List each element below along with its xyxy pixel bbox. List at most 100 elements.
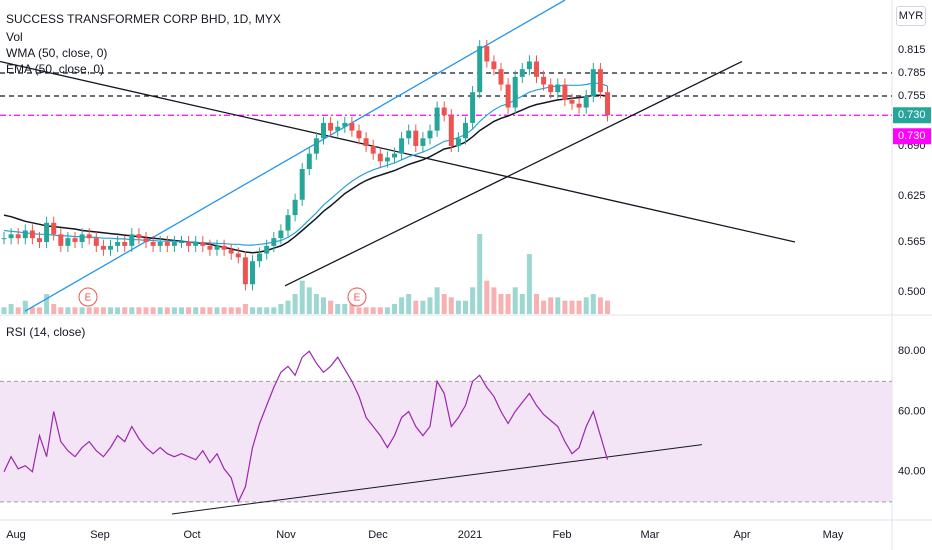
candle-body (370, 145, 376, 154)
volume-bar (356, 307, 362, 314)
volume-bar (512, 287, 518, 314)
candle-body (200, 242, 206, 246)
volume-bar (463, 300, 468, 314)
price-label-text: 0.730 (898, 109, 926, 121)
volume-bar (576, 300, 582, 314)
candle-body (100, 245, 106, 250)
volume-bar (406, 294, 412, 314)
candle-body (37, 238, 42, 243)
volume-bar (434, 287, 440, 314)
candle-body (605, 92, 610, 116)
candle-body (72, 238, 78, 243)
candle-body (321, 122, 326, 139)
candle-body (448, 115, 454, 146)
volume-bar (186, 307, 192, 314)
currency-badge[interactable]: MYR (896, 6, 926, 26)
candle-body (171, 242, 177, 246)
volume-bar (29, 307, 35, 314)
price-axis-tick: 0.815 (898, 44, 926, 56)
volume-bar (498, 294, 504, 314)
candle-body (157, 242, 163, 246)
candle-body (65, 238, 71, 246)
candle-body (576, 103, 582, 108)
candle-body (420, 138, 426, 146)
rsi-axis-tick: 60.00 (898, 405, 926, 417)
volume-bar (526, 254, 532, 314)
trendline-down (0, 60, 796, 243)
volume-bar (377, 307, 383, 314)
candle-body (278, 230, 284, 239)
candle-body (250, 261, 255, 285)
volume-bar (299, 280, 305, 314)
candle-body (58, 234, 64, 246)
time-axis-tick: Mar (641, 529, 660, 541)
candle-body (299, 169, 305, 200)
earnings-marker-icon (78, 287, 98, 307)
rsi-panel-label: RSI (14, close) (6, 325, 86, 339)
volume-bar (129, 307, 135, 314)
wma-line (3, 94, 608, 254)
volume-bar (491, 287, 497, 314)
candle-body (136, 234, 142, 239)
candle-body (15, 234, 21, 239)
candle-body (8, 234, 14, 239)
candle-body (342, 122, 348, 127)
volume-bar (171, 307, 177, 314)
volume-bar (72, 307, 78, 314)
time-axis-tick: Feb (553, 529, 572, 541)
candle-body (115, 242, 121, 246)
price-axis-tick: 0.565 (898, 236, 926, 248)
volume-bar (278, 304, 284, 314)
volume-bar (164, 307, 170, 314)
rsi-line (3, 350, 609, 504)
rsi-axis-tick: 40.00 (898, 466, 926, 478)
candle-body (434, 107, 440, 131)
candle-body (505, 84, 511, 108)
candle-body (441, 107, 447, 116)
volume-bar (93, 307, 99, 314)
volume-bar (335, 304, 341, 314)
rsi-trendline (171, 444, 703, 515)
candle-body (221, 245, 227, 250)
candle-body (427, 130, 433, 139)
time-axis-tick: Aug (6, 529, 26, 541)
price-axis-tick: 0.500 (898, 286, 926, 298)
volume-bar (22, 300, 28, 314)
price-label-badge (893, 64, 931, 81)
candle-body (86, 234, 92, 239)
study-vol-label: Vol (6, 30, 23, 44)
candle-body (29, 230, 35, 239)
volume-bar (100, 307, 106, 314)
price-axis-tick: 0.625 (898, 190, 926, 202)
volume-bar (427, 297, 433, 314)
candle-body (179, 242, 184, 244)
volume-bar (583, 297, 589, 314)
time-axis-tick: Oct (183, 529, 200, 541)
candle-body (363, 138, 369, 146)
candle-body (335, 126, 341, 131)
volume-bar (44, 294, 50, 314)
candle-body (377, 153, 383, 162)
candle-body (512, 76, 518, 108)
volume-bar (448, 297, 454, 314)
volume-bar (271, 307, 277, 314)
volume-bar (590, 294, 596, 314)
volume-bar (8, 304, 14, 314)
channel-line (24, 0, 566, 312)
candle-body (207, 245, 213, 250)
candle-body (306, 153, 312, 170)
volume-bar (363, 307, 369, 314)
volume-bar (420, 300, 426, 314)
time-axis-tick: Sep (90, 529, 110, 541)
volume-bar (242, 304, 248, 314)
study-wma-label: WMA (50, close, 0) (6, 46, 108, 60)
time-axis-tick: Apr (733, 529, 750, 541)
volume-bar (1, 307, 7, 314)
candle-body (484, 46, 490, 62)
candle-body (257, 253, 263, 262)
volume-bar (548, 297, 554, 314)
candle-body (186, 242, 192, 246)
volume-bar (285, 300, 291, 314)
candle-body (164, 242, 170, 246)
